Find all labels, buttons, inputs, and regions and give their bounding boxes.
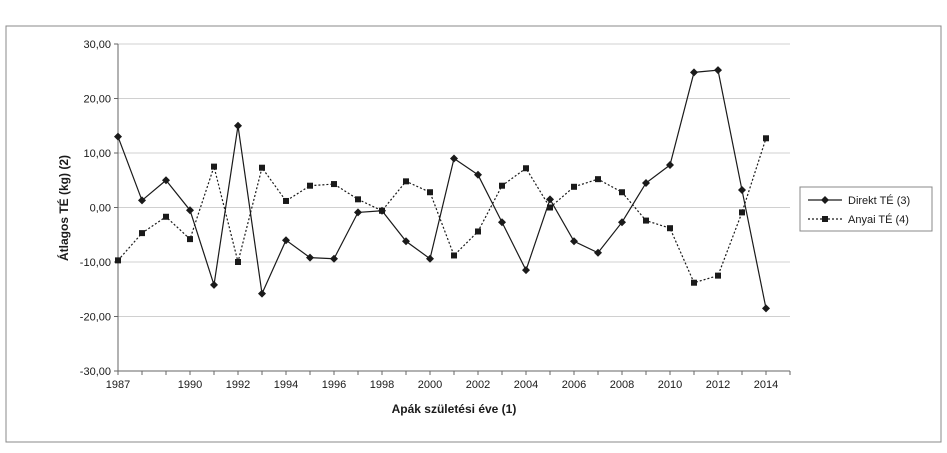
axes bbox=[114, 43, 791, 375]
chart-border bbox=[5, 25, 942, 443]
series-1-point-2001 bbox=[451, 252, 457, 259]
series-1-point-1990 bbox=[187, 236, 193, 243]
x-tick-label-5: 1998 bbox=[370, 379, 394, 391]
series-1-point-1999 bbox=[403, 178, 409, 185]
y-axis-title: Átlagos TÉ (kg) (2) bbox=[56, 155, 71, 261]
series-1-point-2012 bbox=[715, 272, 721, 279]
y-tick-label-2: 10,00 bbox=[83, 148, 111, 160]
series-0-point-1991 bbox=[210, 280, 218, 289]
y-tick-label-3: 0,00 bbox=[90, 203, 111, 215]
x-tick-label-11: 2010 bbox=[658, 379, 682, 391]
x-tick-label-13: 2014 bbox=[754, 379, 778, 391]
x-tick-label-3: 1994 bbox=[274, 379, 298, 391]
legend-label-1: Anyai TÉ (4) bbox=[848, 213, 909, 226]
x-tick-label-1: 1990 bbox=[178, 379, 202, 391]
series-0-point-1992 bbox=[234, 121, 242, 130]
x-tick-label-7: 2002 bbox=[466, 379, 490, 391]
series-1-point-2014 bbox=[763, 135, 769, 142]
legend: Direkt TÉ (3) Anyai TÉ (4) bbox=[799, 186, 933, 232]
legend-box bbox=[799, 186, 933, 232]
y-tick-label-1: 20,00 bbox=[83, 94, 111, 106]
series-0-point-1996 bbox=[330, 254, 338, 263]
series-0-point-2007 bbox=[594, 248, 602, 257]
series-1-point-2008 bbox=[619, 189, 625, 196]
y-tick-label-4: -10,00 bbox=[80, 257, 111, 269]
series-0-point-2011 bbox=[690, 68, 698, 77]
x-tick-label-4: 1996 bbox=[322, 379, 346, 391]
series-1-point-1992 bbox=[235, 259, 241, 265]
y-tick-labels: 30,00 20,00 10,00 0,00 -10,00 -20,00 -30,00 bbox=[80, 39, 111, 378]
y-tick-label-6: -30,00 bbox=[80, 366, 111, 378]
series-0-point-1990 bbox=[186, 206, 194, 215]
series-1-point-2011 bbox=[691, 279, 697, 286]
series-line-1 bbox=[117, 138, 767, 284]
series-1-point-1989 bbox=[163, 213, 169, 220]
series-0-point-2006 bbox=[570, 237, 578, 246]
series-1-point-1997 bbox=[355, 196, 361, 203]
series-1-point-2004 bbox=[523, 165, 529, 172]
series-0-point-2005 bbox=[546, 195, 554, 204]
x-tick-label-9: 2006 bbox=[562, 379, 586, 391]
series-0-point-2012 bbox=[714, 66, 722, 75]
series-0-point-1997 bbox=[354, 208, 362, 217]
x-tick-label-2: 1992 bbox=[226, 379, 250, 391]
series-1-point-1998 bbox=[379, 207, 385, 214]
series-0-point-2004 bbox=[522, 266, 530, 275]
series-1-point-1993 bbox=[259, 164, 265, 171]
series-1-point-2000 bbox=[427, 189, 433, 196]
series-1-point-2010 bbox=[667, 225, 673, 232]
legend-swatch-marker-1 bbox=[822, 216, 828, 222]
series-1 bbox=[115, 135, 769, 286]
series-0-point-1994 bbox=[282, 236, 290, 245]
series-1-point-1987 bbox=[115, 257, 121, 264]
series-0-point-2003 bbox=[498, 218, 506, 227]
series-0-point-2002 bbox=[474, 170, 482, 179]
x-tick-label-6: 2000 bbox=[418, 379, 442, 391]
series-1-point-2005 bbox=[547, 204, 553, 211]
x-tick-label-12: 2012 bbox=[706, 379, 730, 391]
y-tick-label-5: -20,00 bbox=[80, 312, 111, 324]
x-tick-label-0: 1987 bbox=[106, 379, 130, 391]
series-0-point-2009 bbox=[642, 178, 650, 187]
series-0-point-1999 bbox=[402, 237, 410, 246]
series-1-point-1988 bbox=[139, 230, 145, 237]
series-layer bbox=[114, 66, 770, 313]
y-tick-label-0: 30,00 bbox=[83, 39, 111, 51]
series-1-point-1991 bbox=[211, 163, 217, 170]
series-0-point-2001 bbox=[450, 154, 458, 163]
series-0-point-1987 bbox=[114, 132, 122, 141]
series-0-point-1993 bbox=[258, 289, 266, 298]
x-tick-label-8: 2004 bbox=[514, 379, 538, 391]
legend-label-0: Direkt TÉ (3) bbox=[848, 194, 910, 207]
x-axis-title: Apák születési éve (1) bbox=[392, 402, 517, 416]
series-1-point-2007 bbox=[595, 176, 601, 183]
series-0-point-2008 bbox=[618, 218, 626, 227]
series-0-point-1989 bbox=[162, 176, 170, 185]
series-1-point-1994 bbox=[283, 197, 289, 204]
series-1-point-2002 bbox=[475, 228, 481, 235]
series-0-point-1988 bbox=[138, 196, 146, 205]
series-1-point-2013 bbox=[739, 209, 745, 216]
series-0-point-1995 bbox=[306, 253, 314, 262]
series-0-point-2000 bbox=[426, 254, 434, 263]
series-0-point-2013 bbox=[738, 186, 746, 195]
x-tick-labels: 1987 1990 1992 1994 1996 1998 2000 2002 2004 2006… bbox=[106, 379, 778, 391]
series-1-point-2003 bbox=[499, 182, 505, 189]
legend-swatch-marker-0 bbox=[821, 196, 829, 204]
series-1-point-2009 bbox=[643, 217, 649, 224]
x-tick-label-10: 2008 bbox=[610, 379, 634, 391]
series-0-point-2014 bbox=[762, 304, 770, 313]
series-1-point-2006 bbox=[571, 183, 577, 190]
series-0-point-2010 bbox=[666, 160, 674, 169]
series-1-point-1995 bbox=[307, 182, 313, 189]
series-1-point-1996 bbox=[331, 181, 337, 188]
series-line-0 bbox=[117, 69, 767, 309]
